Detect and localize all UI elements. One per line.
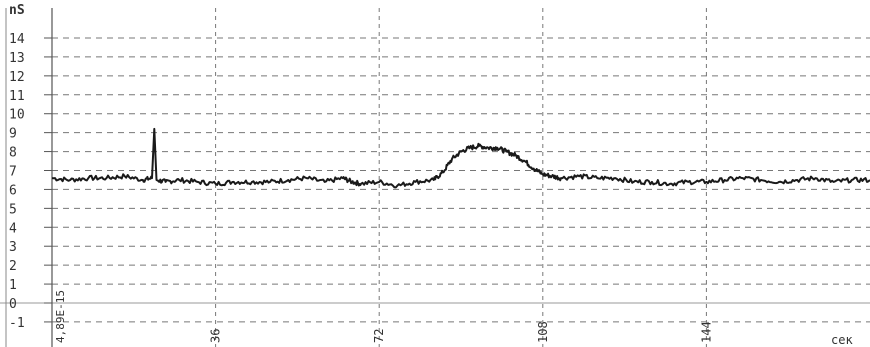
y-tick-label: 9 xyxy=(9,127,17,142)
x-tick-labels: 36 72 108 144 xyxy=(209,321,714,343)
y-tick-label: 13 xyxy=(9,51,25,66)
y-tick-label: 12 xyxy=(9,70,25,85)
y-tick-label: 2 xyxy=(9,259,17,274)
y-tick-label: 0 xyxy=(9,297,17,312)
series-line xyxy=(51,127,870,189)
y-tick-label: 1 xyxy=(9,278,17,293)
x-tick-label: 108 xyxy=(536,321,550,343)
y-tick-label: 10 xyxy=(9,108,25,123)
x-unit-label: сек xyxy=(831,333,853,347)
y-unit-label: nS xyxy=(9,3,25,18)
x-tick-label: 36 xyxy=(209,329,223,343)
y-tick-label: 8 xyxy=(9,146,17,161)
grid xyxy=(0,8,870,347)
y-tick-label: 14 xyxy=(9,32,25,47)
y-tick-label: 4 xyxy=(9,221,17,236)
y-tick-label: 6 xyxy=(9,183,17,198)
y-tick-label: 3 xyxy=(9,240,17,255)
y-tick-label: 11 xyxy=(9,89,25,104)
y-tick-label: -1 xyxy=(9,316,25,331)
y-tick-label: 7 xyxy=(9,165,17,180)
x-tick-label: 144 xyxy=(699,321,713,343)
axes xyxy=(5,8,53,347)
annotation-label: 4,89E-15 xyxy=(54,290,67,343)
y-tick-label: 5 xyxy=(9,202,17,217)
x-tick-label: 72 xyxy=(372,329,386,343)
